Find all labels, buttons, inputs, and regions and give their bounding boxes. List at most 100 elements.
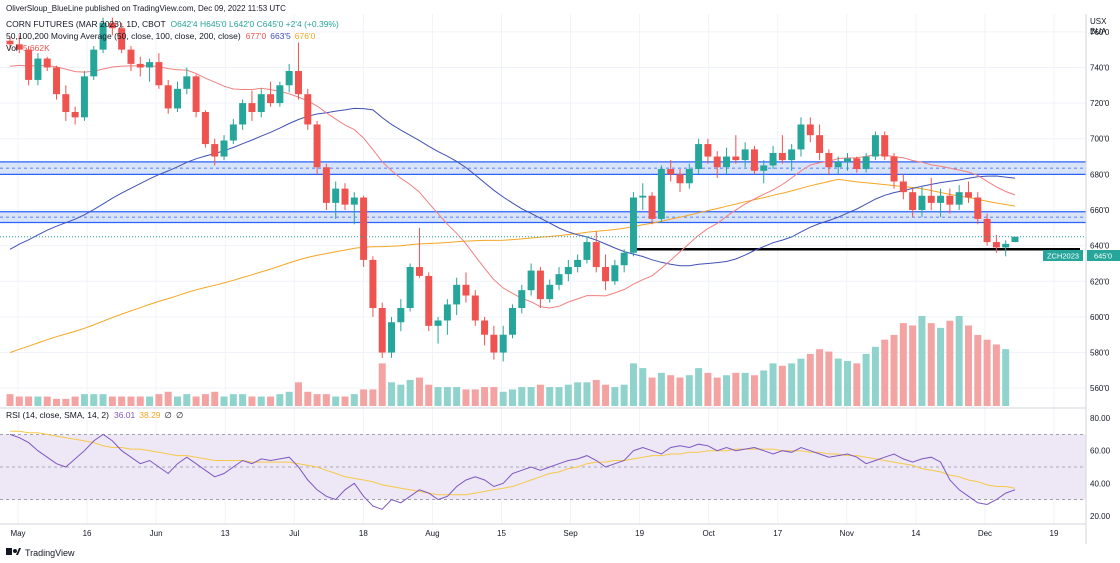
rsi-scale[interactable]: 80.00 60.00 40.00 20.00 [1090,414,1111,521]
candle-body [648,195,656,219]
volume-bar [453,387,461,406]
candle-body [881,135,889,157]
rsi-ma-line [10,430,1016,496]
volume-bar [99,394,107,406]
volume-bar [443,387,451,406]
candle-body [844,158,851,162]
candle-body [862,156,870,170]
volume-bar [620,384,628,406]
volume-bar [43,396,51,406]
candle-body [229,124,237,141]
candle-body [536,270,544,300]
volume-bar [788,363,796,406]
volume-bar [155,394,163,406]
candle-body [434,320,442,326]
candle-body [304,94,312,125]
time-scale[interactable]: May 16 Jun 13 Jul 18 Aug 15 Sep 19 Oct 17 Nov 14 Dec 19 [10,529,1059,538]
volume-bar [201,394,209,406]
candle-body [816,135,824,153]
resistance-zones [0,161,1086,251]
time-tick-label: Aug [425,529,439,538]
candle-body [43,58,51,68]
time-tick-label: 19 [1050,529,1059,538]
ma50-value: 677'0 [246,31,267,41]
candle-body [685,169,693,184]
candle-body [518,290,526,308]
candle-body [825,152,833,168]
candle-body [462,284,470,296]
volume-bar [974,334,982,406]
candle-body [332,188,340,203]
svg-text:RSI (14, close, SMA, 14, 2)36.: RSI (14, close, SMA, 14, 2) 36.01 38.29 ∅ ∅ [6,410,183,420]
price-tick-label: 680'0 [1090,170,1110,179]
volume-bar [71,396,79,406]
candle-body [564,267,572,275]
volume-bar [6,394,14,406]
volume-bar [406,379,414,406]
rsi-tick-label: 60.00 [1090,447,1111,456]
candle-body [499,334,507,353]
candle-body [164,85,172,109]
candle-body [629,197,637,253]
price-tick-label: 660'0 [1090,206,1110,215]
volume-bar [518,387,526,406]
volume-bar [239,394,247,406]
candle-body [490,334,498,353]
ma200-line [9,178,1016,354]
price-scale[interactable]: 760'0 740'0 720'0 700'0 680'0 660'0 640'0 620'0… [1090,28,1110,393]
candle-body [1002,243,1010,248]
candle-body [741,149,749,161]
candle-body [750,149,758,171]
candle-body [778,152,786,161]
tradingview-logo-icon [6,548,21,555]
ma100-value: 663'5 [270,31,291,41]
candle-body [220,140,228,157]
rsi-line [9,433,1016,510]
volume-bar [732,372,740,406]
candle-body [192,76,200,112]
candle-body [415,267,423,276]
volume-bar [955,316,963,406]
volume-bar [388,382,396,406]
volume-bar [964,325,972,406]
time-tick-label: Sep [563,529,578,538]
candle-body [871,135,879,157]
time-tick-label: 18 [359,529,368,538]
volume-bar [574,382,582,406]
price-tick-label: 760'0 [1090,28,1110,37]
candle-body [425,275,433,326]
candle-body [955,192,963,205]
ma200-value: 676'0 [295,31,316,41]
candle-body [25,49,33,80]
volume-bar [527,387,535,406]
volume-bar [546,387,554,406]
candle-body [90,49,98,77]
rsi-tick-label: 80.00 [1090,414,1111,423]
candle-body [406,267,414,308]
volume-bar [899,323,907,406]
candle-body [62,94,70,112]
volume-bar [285,391,293,406]
volume-bar [871,346,879,406]
volume-bar [257,396,265,406]
candle-body [378,308,386,353]
candle-body [6,40,14,45]
volume-bar [695,368,703,406]
volume-bar [881,339,889,406]
volume-bar [341,396,349,406]
volume-bar [946,320,954,406]
rsi-value: 36.01 [114,410,136,420]
rsi-ma-value: 38.29 [139,410,161,420]
volume-bar [499,391,507,406]
candle-body [53,67,61,95]
candle-body [1011,236,1019,243]
candle-body [80,76,88,118]
volume-bar [276,394,284,406]
candle-body [964,192,972,198]
volume-bar [15,396,23,406]
volume-bar [760,370,768,406]
candle-body [611,265,619,282]
volume-bar [704,372,712,406]
volume-bar [629,363,637,406]
